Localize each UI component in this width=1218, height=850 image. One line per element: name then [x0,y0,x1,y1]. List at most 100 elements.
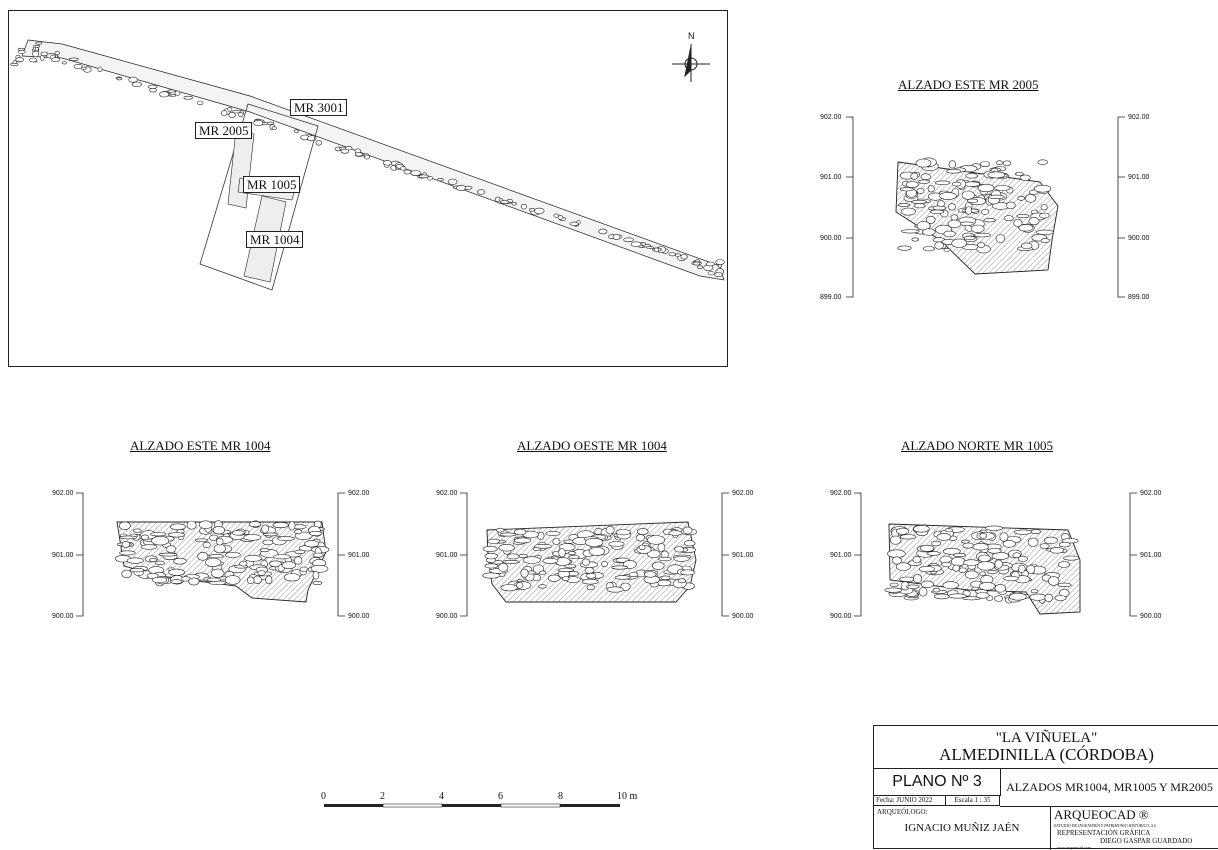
stone [942,581,959,590]
north-arrow [672,44,710,82]
stone [146,572,159,579]
stone [913,525,930,533]
stone [80,66,87,70]
stone [900,534,916,540]
stone [941,561,952,568]
archaeologist-name: IGNACIO MUÑIZ JAÉN [904,822,1020,834]
stone [159,91,169,98]
stone [668,530,683,536]
stone [1020,242,1033,250]
stone [520,568,529,578]
stone [39,55,45,61]
stone [674,546,685,553]
stone [964,570,979,579]
stone [484,552,498,560]
stone [918,565,936,573]
stone [447,178,458,185]
stone [916,187,925,194]
company-website: www.arqueocad.com [1057,845,1091,850]
scale-right-e1004o-900: 900.00 [732,613,754,620]
scale-left-e1004o-900: 900.00 [436,613,458,620]
stone [696,265,703,269]
scale-right-e1005-902: 902.00 [1140,490,1162,497]
stone [151,535,170,546]
stone [312,580,323,585]
label-mr1004: MR 1004 [246,231,304,248]
stone [1013,529,1033,535]
stone [166,545,177,553]
stone [963,559,980,566]
site-plan-frame [8,10,728,367]
stone [228,112,236,118]
elevation-title-mr2005: ALZADO ESTE MR 2005 [898,77,1039,92]
elevation-stones [115,157,1080,604]
stone [261,524,269,534]
stone [534,207,545,214]
stone [586,572,597,579]
stone [977,183,995,193]
stone [926,551,941,556]
stone [263,532,279,537]
stone [1049,547,1065,554]
stone [978,554,991,563]
stone [364,154,370,160]
stone [312,552,324,558]
stone [946,168,961,174]
scale-bar-tick-4: 4 [439,791,444,802]
stone [206,577,222,582]
elevation-scale-bars [76,116,1137,617]
stone [248,521,262,528]
stone [999,532,1009,542]
north-label: N [688,31,695,41]
stone [1030,589,1039,594]
stone [1036,229,1054,235]
stone [495,196,501,203]
stone [131,81,142,88]
stone [647,549,661,559]
stone [10,62,19,66]
stone [227,107,233,112]
stone [119,535,138,540]
stone [660,575,671,580]
stone [588,546,606,556]
stone [564,564,577,569]
stone [974,232,991,238]
stone [1063,555,1080,561]
stone [921,580,934,588]
stone [1006,201,1016,210]
stone [932,587,941,593]
stone [987,570,998,574]
scale-right-e1004o-901: 901.00 [732,552,754,559]
scale-left-e1004e-901: 901.00 [52,552,74,559]
stone [1009,592,1027,601]
plano-number: PLANO Nº 3 [874,768,1001,796]
stone [891,556,902,565]
stone [568,555,580,560]
stone [966,198,979,204]
stone [646,246,654,249]
stone [950,556,966,567]
stone [312,570,320,580]
stone [1037,159,1048,165]
stone [553,213,560,218]
scale-right-e1004e-901: 901.00 [348,552,370,559]
stone [382,160,392,166]
project-name: "LA VIÑUELA" [995,730,1098,746]
stone [1002,160,1012,167]
stone [294,529,303,535]
stone [310,564,329,573]
stone [630,241,642,247]
stone [1058,541,1071,548]
stone [1057,582,1072,588]
archaeologist-label: ARQUEÓLOGO: [877,808,928,816]
stone [567,551,577,556]
title-block-header: "LA VIÑUELA" ALMEDINILLA (CÓRDOBA) [874,726,1218,769]
stone [216,537,224,546]
stone [132,528,142,533]
stone [1015,172,1024,176]
wall-stones [10,41,725,277]
stone [152,576,168,584]
stone [979,161,991,167]
stone [612,234,621,241]
stone [558,548,566,558]
